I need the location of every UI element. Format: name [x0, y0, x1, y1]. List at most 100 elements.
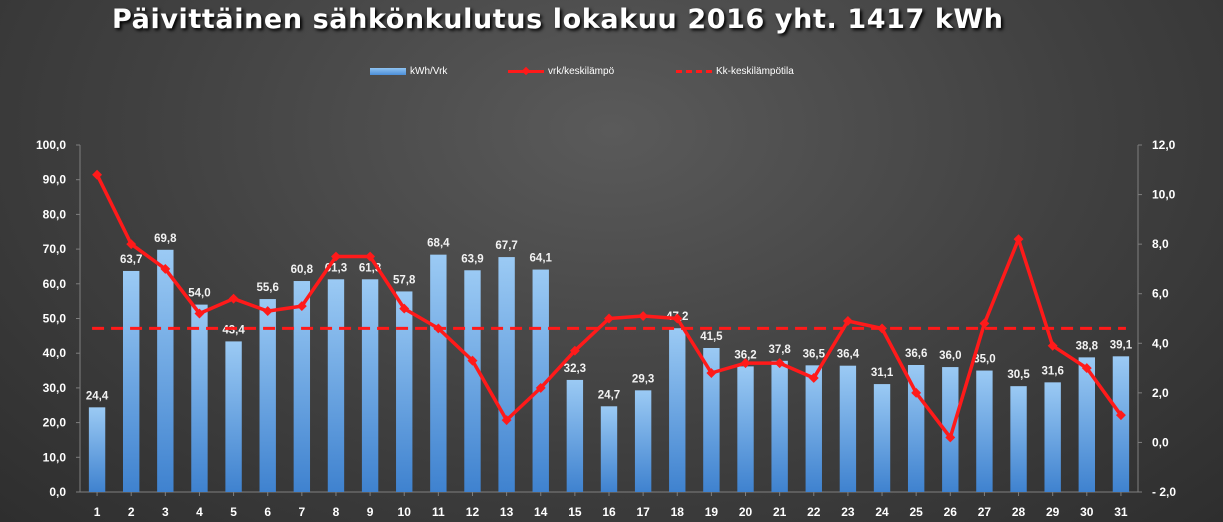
bar [771, 360, 788, 492]
bar [498, 257, 515, 492]
bar [1010, 386, 1027, 492]
daily-temperature-marker [638, 311, 649, 321]
daily-temperature-marker [262, 306, 273, 317]
x-tick-label: 18 [671, 505, 685, 519]
chart-legend: kWh/Vrk vrk/keskilämpö Kk-keskilämpötila [0, 66, 1223, 82]
daily-temperature-marker [228, 293, 239, 304]
bar-data-label: 32,3 [564, 363, 586, 375]
daily-temperature-marker [1115, 410, 1126, 421]
bar-data-label: 68,4 [427, 238, 450, 250]
x-tick-label: 23 [841, 505, 855, 519]
y-right-tick-label: 4,0 [1152, 336, 1169, 350]
bar [532, 269, 549, 492]
bar-data-label: 37,8 [768, 344, 791, 356]
bar [976, 370, 993, 492]
bar-data-label: 55,6 [257, 282, 279, 294]
y-left-tick-label: 50,0 [43, 312, 67, 326]
x-tick-label: 9 [367, 505, 374, 519]
bar-data-label: 24,4 [86, 390, 109, 402]
daily-temperature-marker [399, 303, 410, 314]
x-tick-label: 29 [1046, 505, 1060, 519]
bar [123, 270, 140, 492]
legend-line-swatch [508, 66, 544, 76]
daily-temperature-marker [740, 358, 751, 369]
x-tick-label: 20 [739, 505, 753, 519]
daily-temperature-marker [92, 169, 103, 180]
x-tick-label: 22 [807, 505, 821, 519]
x-tick-label: 26 [944, 505, 958, 519]
x-tick-label: 16 [602, 505, 616, 519]
daily-temperature-marker [979, 318, 990, 329]
bar [873, 384, 891, 492]
bar-data-label: 38,8 [1076, 340, 1099, 352]
daily-temperature-marker [1081, 363, 1092, 374]
bar-data-label: 60,8 [291, 264, 314, 276]
legend-label-month-temp: Kk-keskilämpötila [716, 66, 794, 77]
bar [396, 291, 413, 492]
bar [1044, 382, 1061, 492]
bar-data-label: 24,7 [598, 389, 620, 401]
bar [839, 365, 857, 492]
x-tick-label: 21 [773, 505, 787, 519]
bar [805, 365, 822, 492]
bar [361, 279, 379, 492]
x-tick-label: 17 [636, 505, 650, 519]
bar [464, 270, 481, 492]
daily-temperature-marker [808, 373, 819, 383]
daily-temperature-marker [842, 316, 853, 326]
bar [88, 407, 106, 492]
bar [669, 328, 686, 492]
chart-title: Päivittäinen sähkönkulutus lokakuu 2016 … [112, 4, 1004, 35]
bar-data-label: 39,1 [1110, 339, 1133, 351]
daily-temperature-marker [467, 355, 478, 366]
y-left-tick-label: 80,0 [43, 207, 67, 221]
x-tick-label: 30 [1080, 505, 1094, 519]
x-tick-label: 3 [162, 505, 169, 519]
legend-item-kwh: kWh/Vrk [370, 66, 447, 77]
bar [1112, 356, 1130, 492]
bar-data-label: 64,1 [530, 253, 553, 265]
y-left-tick-label: 100,0 [36, 138, 66, 152]
daily-temperature-marker [433, 323, 444, 334]
bar [1078, 357, 1095, 492]
daily-temperature-marker [1047, 340, 1058, 351]
daily-temperature-marker [160, 263, 171, 274]
legend-bar-swatch [370, 68, 406, 75]
x-tick-label: 12 [466, 505, 480, 519]
bar-data-label: 41,5 [700, 331, 723, 343]
bar [430, 254, 447, 492]
x-tick-label: 27 [978, 505, 992, 519]
bar [703, 347, 720, 492]
daily-temperature-marker [877, 323, 887, 334]
y-right-tick-label: - 2,0 [1152, 485, 1176, 499]
bar-data-label: 69,8 [154, 233, 177, 245]
daily-temperature-marker [672, 313, 683, 324]
daily-temperature-marker [911, 387, 922, 398]
bar-data-label: 29,3 [632, 373, 654, 385]
bar-data-label: 36,6 [905, 348, 927, 360]
bar-data-label: 36,5 [803, 348, 826, 360]
bar-data-label: 31,1 [871, 367, 894, 379]
x-tick-label: 7 [298, 505, 305, 519]
daily-temperature-marker [1013, 234, 1024, 245]
bar-data-label: 67,7 [495, 240, 517, 252]
daily-temperature-marker [706, 368, 717, 378]
y-right-tick-label: 10,0 [1152, 188, 1176, 202]
legend-item-daily-temp: vrk/keskilämpö [508, 66, 614, 77]
bar-data-label: 30,5 [1007, 369, 1030, 381]
legend-label-kwh: kWh/Vrk [410, 66, 448, 77]
daily-temperature-marker [774, 358, 785, 369]
x-tick-label: 1 [94, 505, 101, 519]
bar-data-label: 63,9 [461, 253, 483, 265]
bar [157, 249, 174, 492]
bar-data-label: 63,7 [120, 254, 142, 266]
x-tick-label: 10 [398, 505, 412, 519]
bar [600, 406, 618, 492]
y-left-tick-label: 20,0 [43, 416, 67, 430]
y-left-tick-label: 10,0 [43, 450, 67, 464]
daily-temperature-marker [569, 345, 580, 356]
x-tick-label: 2 [128, 505, 135, 519]
daily-temperature-marker [535, 382, 546, 393]
daily-temperature-marker [501, 415, 512, 426]
bar [293, 281, 311, 492]
